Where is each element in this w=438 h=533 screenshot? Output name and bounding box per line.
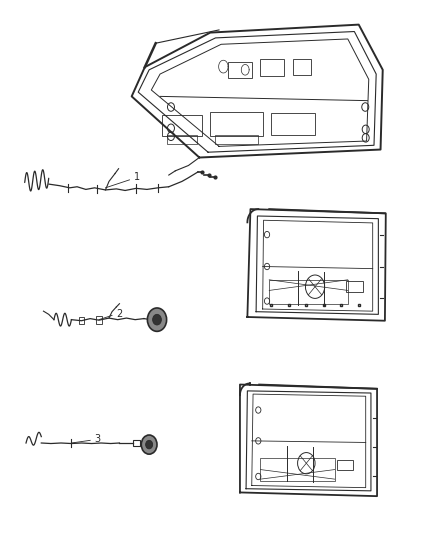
Bar — [269, 280, 348, 304]
Bar — [261, 59, 285, 76]
Bar — [337, 460, 353, 470]
Bar — [162, 115, 201, 136]
Circle shape — [141, 435, 157, 454]
Circle shape — [148, 308, 166, 332]
Bar — [96, 317, 102, 324]
Bar — [272, 114, 315, 135]
Circle shape — [146, 440, 152, 449]
Bar — [215, 135, 258, 144]
Bar — [228, 62, 252, 78]
Bar — [133, 440, 140, 446]
Bar — [210, 112, 263, 136]
Text: 3: 3 — [95, 434, 101, 445]
Circle shape — [152, 314, 161, 325]
Bar — [79, 317, 84, 325]
Bar — [166, 135, 197, 144]
Bar — [346, 281, 363, 292]
Text: 2: 2 — [117, 309, 123, 319]
Text: 1: 1 — [134, 172, 140, 182]
Bar — [293, 59, 311, 75]
Bar — [261, 458, 335, 481]
